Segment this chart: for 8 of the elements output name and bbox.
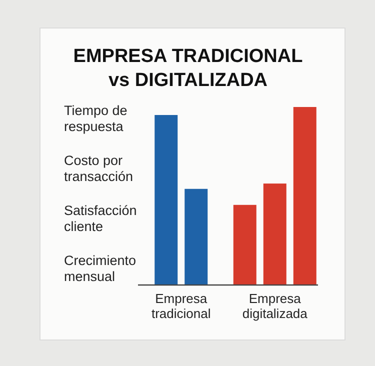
text: Crecimiento mensual [64,253,136,284]
text: Tiempo de respuesta [64,103,128,134]
text: Satisfacción cliente [64,203,137,234]
chart-title: EMPRESA TRADICIONAL vs DIGITALIZADA [73,46,304,91]
x-tick-label: Empresa tradicional [151,291,211,321]
x-tick-label: Empresa digitalizada [242,291,308,321]
bar [293,107,316,285]
text: Costo por transacción [64,153,134,184]
